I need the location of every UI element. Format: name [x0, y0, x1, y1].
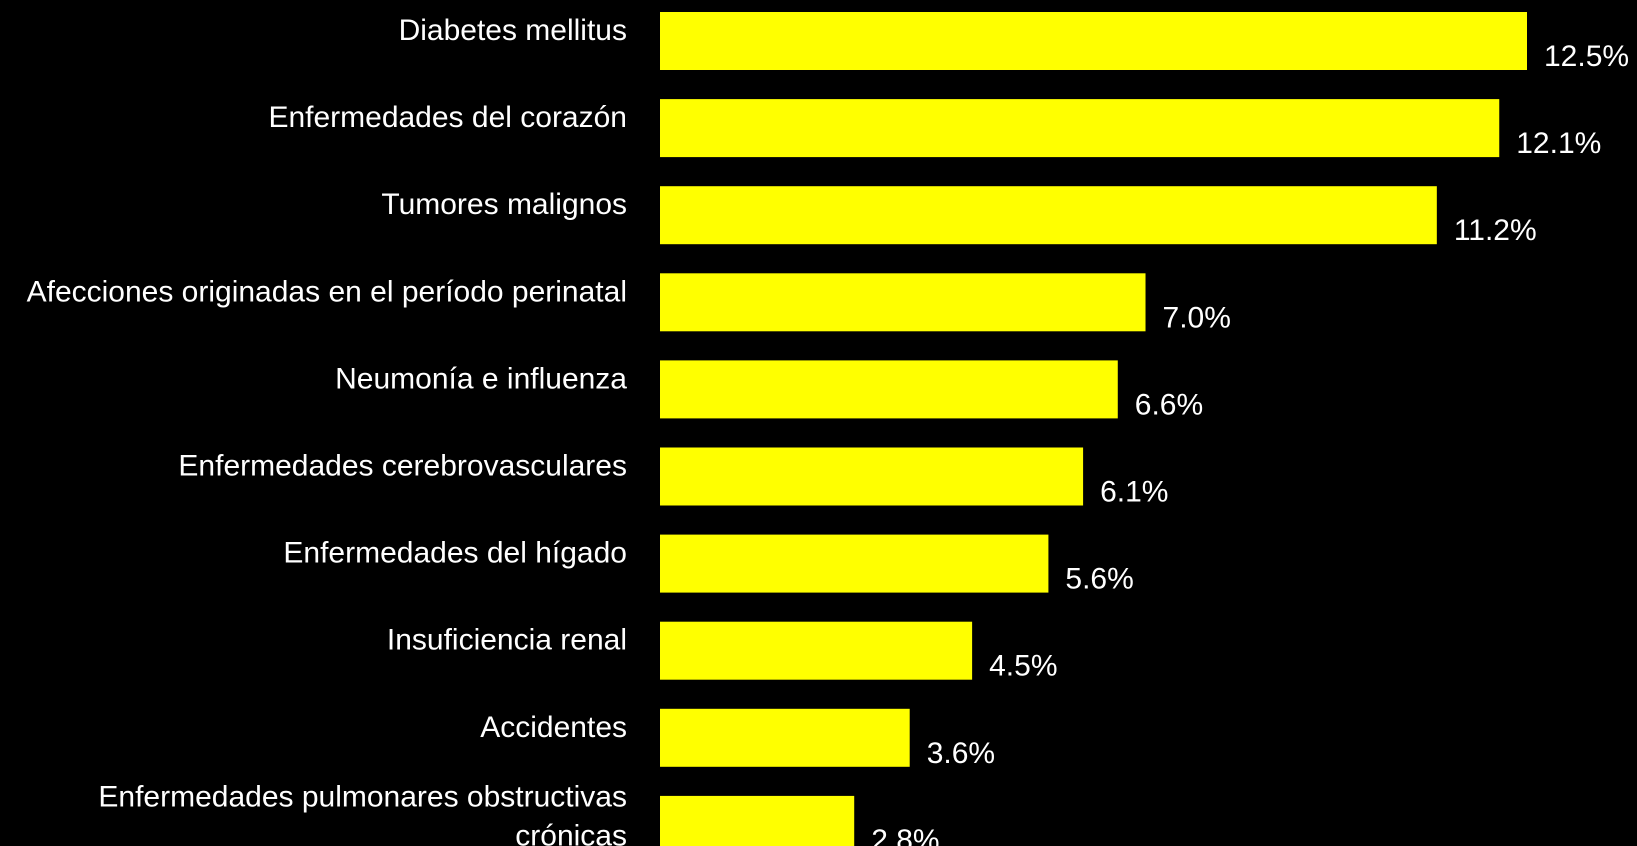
- value-labels-group: 12.5% 12.1% 11.2% 7.0% 6.6% 6.1% 5.6% 4.5% 3.6% 2…: [871, 40, 1629, 846]
- bar-2: [660, 186, 1437, 245]
- value-label-0: 12.5%: [1544, 40, 1629, 73]
- category-label-1: Enfermedades del corazón: [268, 101, 627, 134]
- bar-8: [660, 708, 910, 767]
- category-label-9: Enfermedades pulmonares obstructivas crón…: [98, 780, 627, 846]
- value-label-5: 6.1%: [1100, 476, 1168, 509]
- category-labels-group: Diabetes mellitus Enfermedades del corazó…: [27, 14, 628, 846]
- value-label-4: 6.6%: [1135, 388, 1203, 421]
- category-label-5: Enfermedades cerebrovasculares: [178, 450, 627, 483]
- bar-9: [660, 795, 855, 846]
- category-label-6: Enfermedades del hígado: [283, 537, 627, 570]
- category-label-7: Insuficiencia renal: [387, 624, 627, 657]
- value-label-3: 7.0%: [1163, 301, 1231, 334]
- value-label-7: 4.5%: [989, 650, 1057, 683]
- bar-5: [660, 447, 1084, 506]
- value-label-2: 11.2%: [1454, 214, 1537, 247]
- value-label-9: 2.8%: [871, 824, 939, 846]
- category-label-3: Afecciones originadas en el período peri…: [27, 275, 627, 308]
- bar-6: [660, 534, 1049, 593]
- category-label-8: Accidentes: [480, 711, 627, 744]
- category-label-4: Neumonía e influenza: [335, 362, 627, 395]
- bar-3: [660, 273, 1146, 332]
- bar-0: [660, 12, 1527, 70]
- bars-group: [660, 12, 1527, 846]
- category-label-2: Tumores malignos: [381, 188, 627, 221]
- bar-7: [660, 621, 973, 680]
- bar-4: [660, 360, 1118, 419]
- category-label-9-line-0: Enfermedades pulmonares obstructivas: [98, 780, 627, 813]
- category-label-9-line-1: crónicas: [515, 819, 627, 846]
- value-label-8: 3.6%: [927, 737, 995, 770]
- value-label-6: 5.6%: [1065, 563, 1133, 596]
- value-label-1: 12.1%: [1516, 127, 1601, 160]
- bar-1: [660, 99, 1500, 158]
- category-label-0: Diabetes mellitus: [399, 14, 627, 47]
